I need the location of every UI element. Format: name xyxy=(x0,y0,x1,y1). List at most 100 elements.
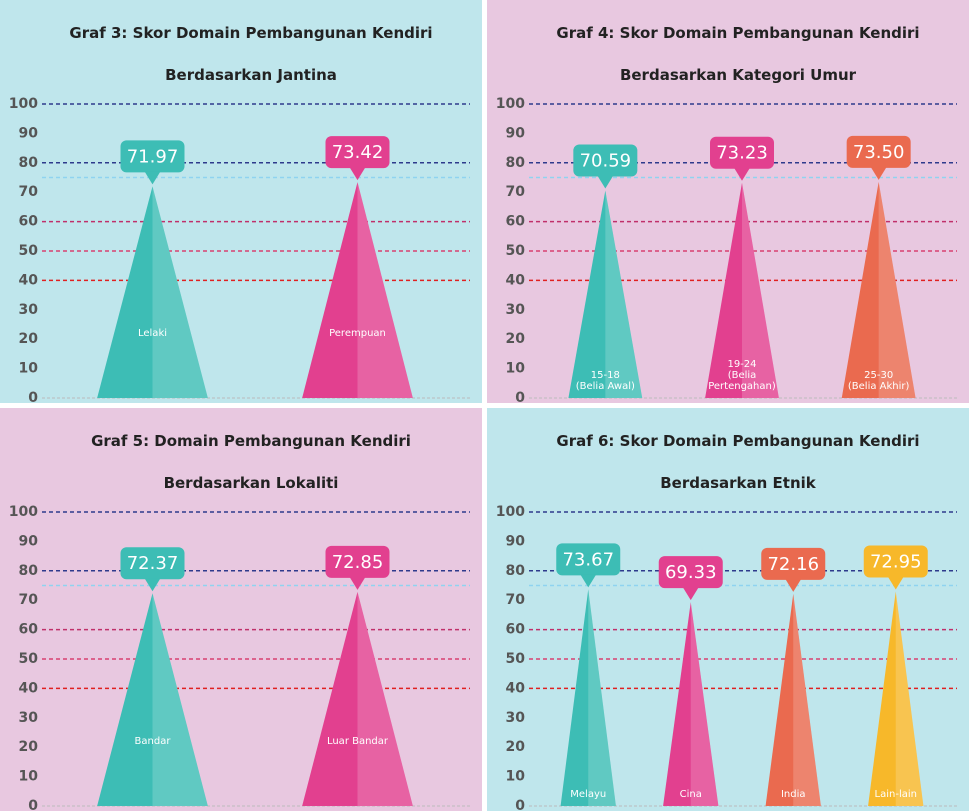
category-label: Bandar xyxy=(135,736,172,747)
value-callout xyxy=(761,547,826,580)
callout-pointer xyxy=(785,578,802,592)
category-label: 19-24 (Belia Pertengahan) xyxy=(708,359,776,392)
category-label: Perempuan xyxy=(329,328,386,339)
y-tick-label: 10 xyxy=(19,769,39,785)
triangle-shade xyxy=(152,593,208,806)
y-tick-label: 0 xyxy=(28,798,38,811)
callout-pointer xyxy=(682,587,699,601)
callout-pointer xyxy=(580,574,597,588)
callout-pointer xyxy=(349,576,366,590)
y-tick-label: 90 xyxy=(19,533,39,549)
y-tick-label: 90 xyxy=(19,125,39,141)
callout-pointer xyxy=(870,166,887,180)
value-callout xyxy=(120,140,185,173)
triangle-shade xyxy=(357,182,413,398)
category-label: Lelaki xyxy=(138,328,167,339)
value-callout xyxy=(325,545,390,578)
y-tick-label: 30 xyxy=(19,710,39,726)
value-label: 73.50 xyxy=(853,142,905,163)
y-tick-label: 30 xyxy=(506,710,526,726)
value-callout xyxy=(863,545,928,578)
value-callout xyxy=(710,136,774,169)
value-label: 70.59 xyxy=(580,150,632,171)
y-tick-label: 10 xyxy=(506,361,526,377)
triangle-shade xyxy=(357,591,413,806)
triangle-bar xyxy=(568,190,643,398)
y-tick-label: 10 xyxy=(19,361,39,377)
y-tick-label: 20 xyxy=(506,739,526,755)
y-tick-label: 50 xyxy=(19,651,39,667)
triangle-shade xyxy=(878,181,916,398)
value-label: 73.42 xyxy=(332,142,384,163)
callout-pointer xyxy=(597,175,614,189)
triangle-bar xyxy=(97,593,208,806)
chart-title: Graf 4: Skor Domain Pembangunan Kendiri B… xyxy=(556,24,919,84)
triangle-shade xyxy=(588,589,616,806)
y-tick-label: 100 xyxy=(9,96,38,112)
y-tick-label: 100 xyxy=(496,96,525,112)
y-tick-label: 40 xyxy=(506,272,526,288)
category-label: Luar Bandar xyxy=(327,736,389,747)
category-label: India xyxy=(781,789,806,800)
y-tick-label: 0 xyxy=(515,390,525,406)
y-tick-label: 80 xyxy=(506,563,526,579)
triangle-shade xyxy=(690,602,719,806)
y-tick-label: 60 xyxy=(19,214,39,230)
triangle-bar xyxy=(841,181,916,398)
y-tick-label: 100 xyxy=(9,504,38,520)
value-label: 71.97 xyxy=(127,146,179,167)
value-label: 69.33 xyxy=(665,562,717,583)
chart-title: Graf 5: Domain Pembangunan Kendiri Berdas… xyxy=(91,432,411,492)
y-tick-label: 20 xyxy=(506,331,526,347)
y-tick-label: 40 xyxy=(19,272,39,288)
y-tick-label: 40 xyxy=(19,680,39,696)
panel-background xyxy=(0,408,482,811)
y-tick-label: 70 xyxy=(19,592,39,608)
y-tick-label: 50 xyxy=(19,243,39,259)
triangle-shade xyxy=(895,591,924,806)
triangle-shade xyxy=(793,593,821,806)
triangle-shade xyxy=(152,186,208,398)
triangle-shade xyxy=(605,190,643,398)
y-tick-label: 70 xyxy=(506,592,526,608)
triangle-bar xyxy=(97,186,208,398)
callout-pointer xyxy=(144,171,161,185)
value-callout xyxy=(658,556,723,589)
y-tick-label: 30 xyxy=(506,302,526,318)
y-tick-label: 20 xyxy=(19,331,39,347)
y-tick-label: 0 xyxy=(515,798,525,811)
y-tick-label: 70 xyxy=(19,184,39,200)
callout-pointer xyxy=(349,167,366,181)
y-tick-label: 10 xyxy=(506,769,526,785)
triangle-bar xyxy=(705,182,779,398)
y-tick-label: 60 xyxy=(506,622,526,638)
category-label: Melayu xyxy=(570,789,606,800)
y-tick-label: 80 xyxy=(19,563,39,579)
triangle-bar xyxy=(302,182,413,398)
chart-title: Graf 3: Skor Domain Pembangunan Kendiri B… xyxy=(69,24,432,84)
callout-pointer xyxy=(887,576,904,590)
y-tick-label: 50 xyxy=(506,651,526,667)
y-tick-label: 80 xyxy=(19,155,39,171)
panel-background xyxy=(0,0,482,403)
triangle-bar xyxy=(868,591,924,806)
category-label: Lain-lain xyxy=(875,789,917,800)
y-tick-label: 80 xyxy=(506,155,526,171)
value-label: 73.67 xyxy=(562,549,614,570)
chart-title: Graf 6: Skor Domain Pembangunan Kendiri B… xyxy=(556,432,919,492)
triangle-shade xyxy=(742,182,779,398)
y-tick-label: 30 xyxy=(19,302,39,318)
triangle-bar xyxy=(663,602,719,806)
category-label: Cina xyxy=(680,789,702,800)
y-tick-label: 20 xyxy=(19,739,39,755)
y-tick-label: 60 xyxy=(506,214,526,230)
category-label: 15-18 (Belia Awal) xyxy=(576,370,635,392)
category-label: 25-30 (Belia Akhir) xyxy=(848,370,910,392)
y-tick-label: 0 xyxy=(28,390,38,406)
triangle-bar xyxy=(765,593,821,806)
callout-pointer xyxy=(734,167,750,181)
value-callout xyxy=(120,547,185,580)
value-label: 73.23 xyxy=(716,143,768,164)
y-tick-label: 90 xyxy=(506,125,526,141)
